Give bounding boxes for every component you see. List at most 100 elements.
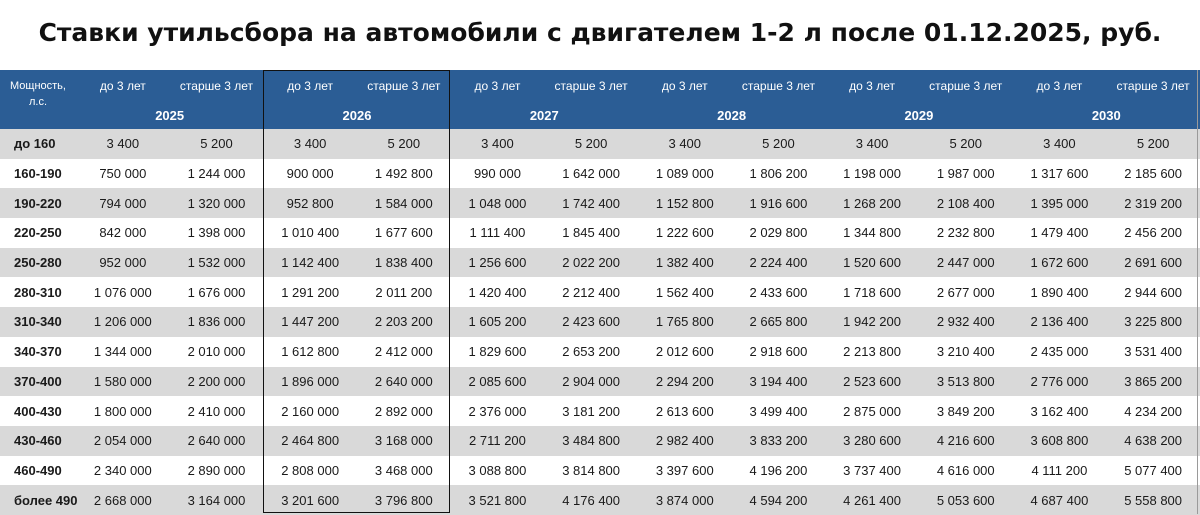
rate-cell: 2 224 400 xyxy=(731,247,826,278)
rate-cell: 4 616 000 xyxy=(918,455,1013,486)
rate-cell: 1 520 600 xyxy=(825,247,919,278)
rate-cell: 3 280 600 xyxy=(825,425,919,456)
rate-cell: 1 836 000 xyxy=(169,307,264,337)
rate-cell: 4 261 400 xyxy=(825,485,919,515)
age-under-3-header: до 3 лет xyxy=(450,70,545,101)
rate-cell: 1 612 800 xyxy=(263,336,357,367)
rate-cell: 2 918 600 xyxy=(731,336,826,367)
rate-cell: 3 162 400 xyxy=(1012,396,1107,426)
rate-cell: 4 196 200 xyxy=(731,455,826,486)
rate-cell: 2 890 000 xyxy=(169,455,264,486)
year-header-2029: 2029 xyxy=(825,101,1013,129)
rate-cell: 1 742 400 xyxy=(544,188,638,219)
rate-cell: 5 200 xyxy=(356,129,451,159)
rate-cell: 2 653 200 xyxy=(544,336,638,367)
rate-cell: 3 499 400 xyxy=(731,396,826,426)
rate-cell: 1 838 400 xyxy=(356,247,451,278)
rate-cell: 3 164 000 xyxy=(169,485,264,515)
rate-cell: 2 200 000 xyxy=(169,366,264,397)
rate-cell: 1 829 600 xyxy=(450,336,545,367)
rate-cell: 1 206 000 xyxy=(76,307,170,337)
rate-cell: 3 225 800 xyxy=(1106,307,1200,337)
table-row: до 160 3 400 5 200 3 400 5 200 3 400 5 200 3 40… xyxy=(0,129,1200,159)
rate-cell: 5 200 xyxy=(1106,129,1200,159)
rate-cell: 3 468 000 xyxy=(356,455,451,486)
rate-cell: 2 012 600 xyxy=(637,336,732,367)
rate-cell: 4 638 200 xyxy=(1106,425,1200,456)
rate-cell: 2 029 800 xyxy=(731,218,826,248)
age-over-3-header: старше 3 лет xyxy=(356,70,451,101)
rate-cell: 2 340 000 xyxy=(76,455,170,486)
age-under-3-header: до 3 лет xyxy=(637,70,732,101)
rate-cell: 3 814 800 xyxy=(544,455,638,486)
rate-cell: 1 344 800 xyxy=(825,218,919,248)
rate-cell: 5 200 xyxy=(918,129,1013,159)
rate-cell: 1 256 600 xyxy=(450,247,545,278)
rate-cell: 3 194 400 xyxy=(731,366,826,397)
age-under-3-header: до 3 лет xyxy=(263,70,357,101)
rate-cell: 2 011 200 xyxy=(356,277,451,308)
rate-cell: 1 398 000 xyxy=(169,218,264,248)
rate-cell: 2 464 800 xyxy=(263,425,357,456)
rate-cell: 1 076 000 xyxy=(76,277,170,308)
year-header-2027: 2027 xyxy=(450,101,638,129)
age-over-3-header: старше 3 лет xyxy=(169,70,264,101)
table-row: 220-250 842 000 1 398 000 1 010 400 1 677 60… xyxy=(0,218,1200,248)
rate-cell: 1 111 400 xyxy=(450,218,545,248)
power-range-cell: 370-400 xyxy=(0,366,76,397)
age-over-3-header: старше 3 лет xyxy=(731,70,826,101)
rate-cell: 2 640 000 xyxy=(356,366,451,397)
power-range-cell: 160-190 xyxy=(0,158,76,189)
right-edge-divider xyxy=(1197,70,1198,514)
rate-cell: 4 687 400 xyxy=(1012,485,1107,515)
rate-cell: 2 523 600 xyxy=(825,366,919,397)
table-header: Мощность, л.с. до 3 лет старше 3 лет до 3 … xyxy=(0,70,1200,129)
age-under-3-header: до 3 лет xyxy=(1012,70,1107,101)
rate-cell: 2 982 400 xyxy=(637,425,732,456)
rate-cell: 2 319 200 xyxy=(1106,188,1200,219)
rate-cell: 2 904 000 xyxy=(544,366,638,397)
rate-cell: 2 423 600 xyxy=(544,307,638,337)
rate-cell: 3 484 800 xyxy=(544,425,638,456)
rate-cell: 2 677 000 xyxy=(918,277,1013,308)
rate-cell: 2 376 000 xyxy=(450,396,545,426)
rate-cell: 1 800 000 xyxy=(76,396,170,426)
rate-cell: 1 942 200 xyxy=(825,307,919,337)
rate-cell: 3 865 200 xyxy=(1106,366,1200,397)
rate-cell: 1 562 400 xyxy=(637,277,732,308)
rate-cell: 2 665 800 xyxy=(731,307,826,337)
rate-cell: 3 400 xyxy=(637,129,732,159)
rate-cell: 1 605 200 xyxy=(450,307,545,337)
rate-cell: 1 672 600 xyxy=(1012,247,1107,278)
table-row: 310-340 1 206 000 1 836 000 1 447 200 2 203 … xyxy=(0,307,1200,337)
rate-cell: 2 054 000 xyxy=(76,425,170,456)
rate-cell: 2 412 000 xyxy=(356,336,451,367)
rate-cell: 1 244 000 xyxy=(169,158,264,189)
rate-cell: 1 089 000 xyxy=(637,158,732,189)
table-row: 430-460 2 054 000 2 640 000 2 464 800 3 168 … xyxy=(0,425,1200,456)
rate-cell: 3 400 xyxy=(450,129,545,159)
rate-cell: 2 022 200 xyxy=(544,247,638,278)
rate-cell: 2 613 600 xyxy=(637,396,732,426)
rate-cell: 1 896 000 xyxy=(263,366,357,397)
rate-cell: 3 201 600 xyxy=(263,485,357,515)
rate-cell: 794 000 xyxy=(76,188,170,219)
rate-cell: 900 000 xyxy=(263,158,357,189)
table-body: до 160 3 400 5 200 3 400 5 200 3 400 5 200 3 40… xyxy=(0,129,1200,515)
rate-cell: 1 317 600 xyxy=(1012,158,1107,189)
rate-cell: 2 203 200 xyxy=(356,307,451,337)
rate-cell: 2 085 600 xyxy=(450,366,545,397)
rate-cell: 2 875 000 xyxy=(825,396,919,426)
age-over-3-header: старше 3 лет xyxy=(918,70,1013,101)
rate-cell: 1 765 800 xyxy=(637,307,732,337)
rate-cell: 2 808 000 xyxy=(263,455,357,486)
rate-cell: 2 108 400 xyxy=(918,188,1013,219)
power-range-cell: более 490 xyxy=(0,485,78,515)
power-range-cell: 310-340 xyxy=(0,307,76,337)
rate-cell: 3 874 000 xyxy=(637,485,732,515)
rate-cell: 1 291 200 xyxy=(263,277,357,308)
power-range-cell: 400-430 xyxy=(0,396,76,426)
rate-cell: 4 594 200 xyxy=(731,485,826,515)
age-under-3-header: до 3 лет xyxy=(825,70,919,101)
power-range-cell: 280-310 xyxy=(0,277,76,308)
